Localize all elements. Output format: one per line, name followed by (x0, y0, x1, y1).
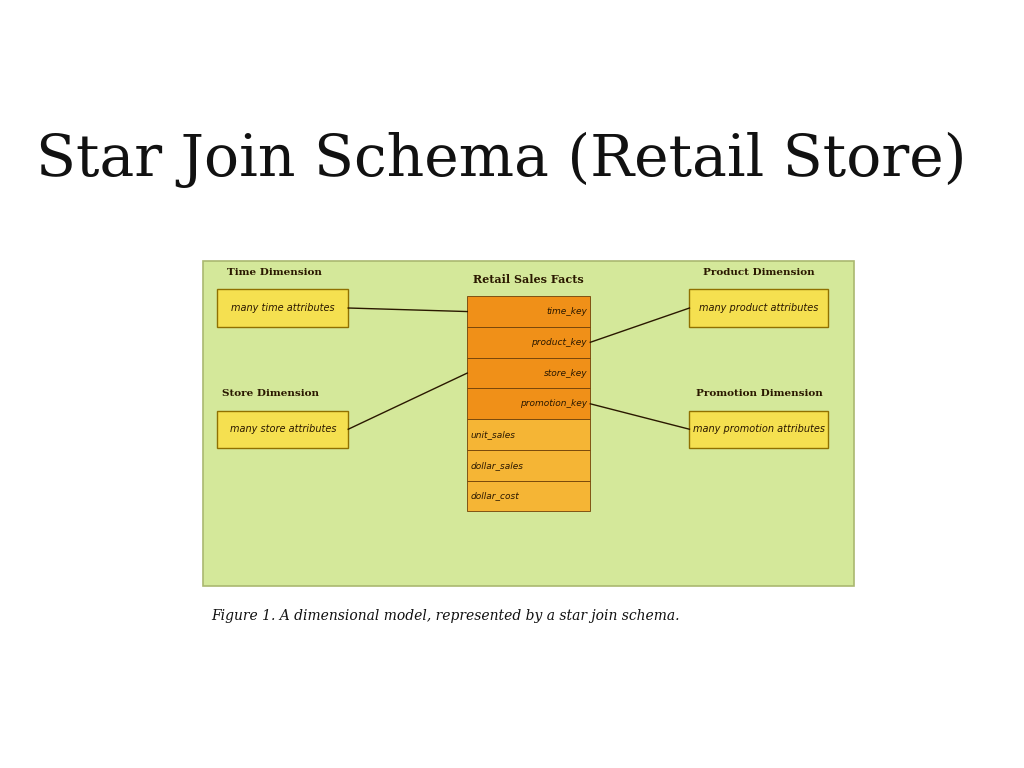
Text: many store attributes: many store attributes (229, 424, 336, 434)
FancyBboxPatch shape (217, 411, 348, 448)
Text: store_key: store_key (544, 369, 587, 378)
Text: dollar_cost: dollar_cost (470, 492, 519, 501)
Text: time_key: time_key (546, 307, 587, 316)
Text: dollar_sales: dollar_sales (470, 461, 523, 470)
FancyBboxPatch shape (467, 327, 590, 358)
Text: Product Dimension: Product Dimension (703, 268, 815, 277)
FancyBboxPatch shape (689, 290, 828, 326)
FancyBboxPatch shape (467, 419, 590, 450)
Text: Promotion Dimension: Promotion Dimension (695, 389, 822, 399)
FancyBboxPatch shape (217, 290, 348, 326)
Text: promotion_key: promotion_key (520, 399, 587, 409)
Text: Figure 1. A dimensional model, represented by a star join schema.: Figure 1. A dimensional model, represent… (211, 608, 680, 623)
Text: many time attributes: many time attributes (231, 303, 335, 313)
Text: unit_sales: unit_sales (470, 430, 515, 439)
Text: many product attributes: many product attributes (699, 303, 818, 313)
Text: Store Dimension: Store Dimension (222, 389, 319, 399)
FancyBboxPatch shape (467, 389, 590, 419)
FancyBboxPatch shape (467, 450, 590, 481)
Text: Retail Sales Facts: Retail Sales Facts (473, 274, 584, 285)
Text: Star Join Schema (Retail Store): Star Join Schema (Retail Store) (36, 132, 967, 188)
Text: many promotion attributes: many promotion attributes (693, 424, 825, 434)
FancyBboxPatch shape (467, 481, 590, 511)
FancyBboxPatch shape (467, 358, 590, 389)
Text: Time Dimension: Time Dimension (227, 268, 323, 277)
FancyBboxPatch shape (204, 260, 854, 586)
Text: product_key: product_key (531, 338, 587, 347)
FancyBboxPatch shape (467, 296, 590, 327)
FancyBboxPatch shape (689, 411, 828, 448)
